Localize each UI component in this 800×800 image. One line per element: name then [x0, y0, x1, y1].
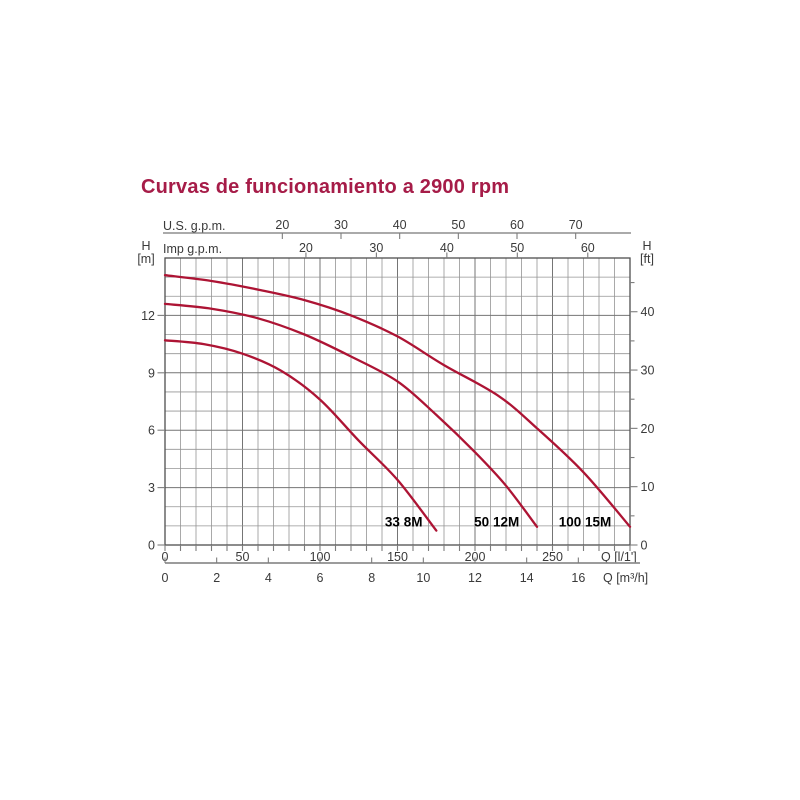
axis-header-h-right: H	[642, 239, 651, 253]
tick-label-m3h: 6	[317, 571, 324, 585]
tick-label-us-gpm: 30	[334, 218, 348, 232]
tick-label-h-ft: 20	[641, 422, 655, 436]
tick-label-m3h: 12	[468, 571, 482, 585]
tick-label-h-ft: 30	[641, 364, 655, 378]
tick-label-h-ft: 0	[641, 539, 648, 553]
axis-unit-m: [m]	[137, 252, 154, 266]
tick-label-imp-gpm: 60	[581, 241, 595, 255]
tick-label-h-m: 0	[148, 539, 155, 553]
axis-title-l-min: Q [l/1']	[601, 550, 637, 564]
tick-label-us-gpm: 20	[275, 218, 289, 232]
tick-label-m3h: 2	[213, 571, 220, 585]
tick-label-m3h: 10	[416, 571, 430, 585]
tick-label-us-gpm: 40	[393, 218, 407, 232]
axis-unit-ft: [ft]	[640, 252, 654, 266]
tick-label-h-m: 6	[148, 424, 155, 438]
curve-label-33-8m: 33 8M	[385, 515, 423, 530]
axis-title-us-gpm: U.S. g.p.m.	[163, 219, 226, 233]
tick-label-h-m: 12	[141, 309, 155, 323]
tick-label-m3h: 16	[571, 571, 585, 585]
curve-50-12m	[163, 302, 539, 528]
tick-label-m3h: 0	[162, 571, 169, 585]
tick-label-us-gpm: 50	[451, 218, 465, 232]
tick-label-l-min: 250	[542, 550, 563, 564]
tick-label-h-m: 9	[148, 366, 155, 380]
tick-label-l-min: 50	[236, 550, 250, 564]
tick-label-l-min: 100	[310, 550, 331, 564]
axis-title-imp-gpm: Imp g.p.m.	[163, 242, 222, 256]
tick-label-h-ft: 10	[641, 480, 655, 494]
tick-label-l-min: 200	[465, 550, 486, 564]
curve-33-8m	[163, 339, 438, 532]
chart-title: Curvas de funcionamiento a 2900 rpm	[141, 176, 510, 198]
tick-label-us-gpm: 60	[510, 218, 524, 232]
tick-label-m3h: 8	[368, 571, 375, 585]
tick-label-m3h: 4	[265, 571, 272, 585]
tick-label-m3h: 14	[520, 571, 534, 585]
tick-label-imp-gpm: 30	[369, 241, 383, 255]
curve-label-50-12m: 50 12M	[474, 515, 519, 530]
tick-label-imp-gpm: 40	[440, 241, 454, 255]
tick-label-h-m: 3	[148, 481, 155, 495]
axis-title-m3h: Q [m³/h]	[603, 571, 648, 585]
tick-label-us-gpm: 70	[569, 218, 583, 232]
tick-label-imp-gpm: 20	[299, 241, 313, 255]
tick-label-imp-gpm: 50	[510, 241, 524, 255]
tick-label-l-min: 0	[162, 550, 169, 564]
tick-label-h-ft: 40	[641, 305, 655, 319]
curve-label-100-15m: 100 15M	[559, 515, 612, 530]
axis-header-h-left: H	[141, 239, 150, 253]
curve-100-15m	[163, 274, 632, 528]
tick-label-l-min: 150	[387, 550, 408, 564]
